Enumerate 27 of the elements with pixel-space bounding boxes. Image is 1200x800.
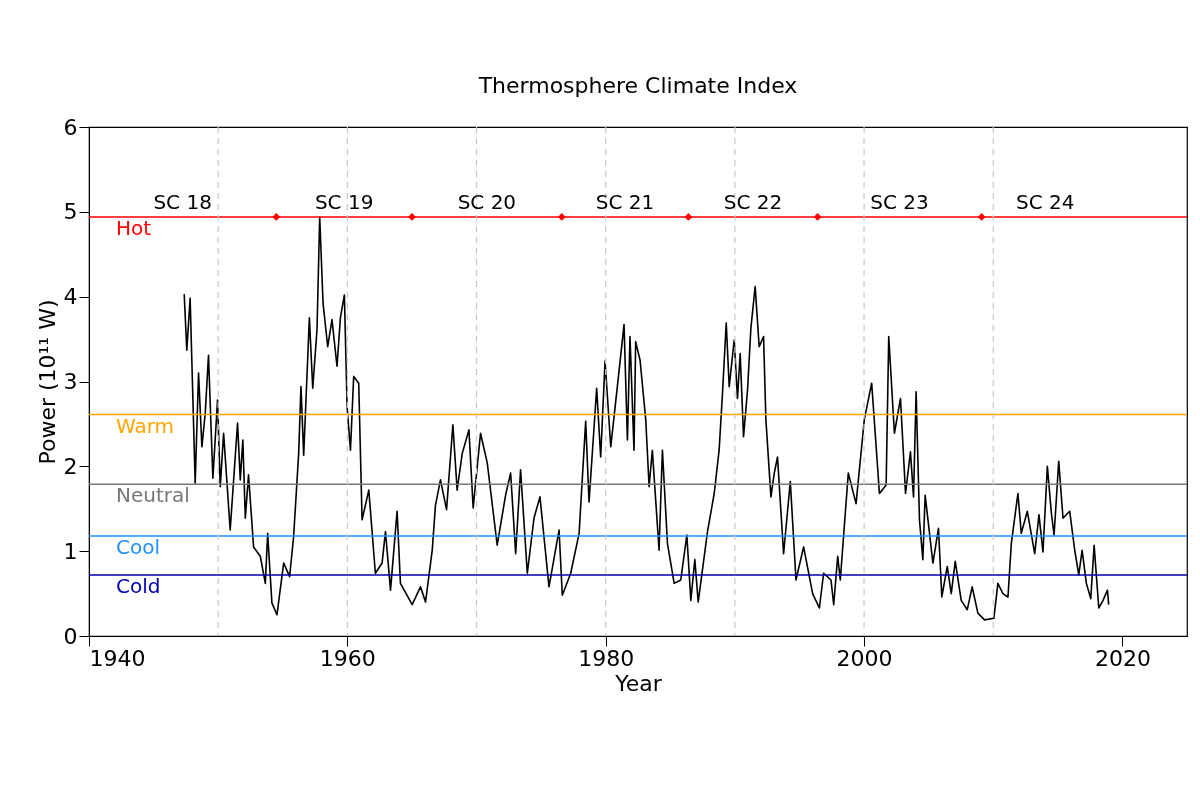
chart-title: Thermosphere Climate Index (477, 73, 798, 98)
x-tick-label: 1980 (578, 645, 635, 671)
y-tick-label: 2 (63, 453, 78, 479)
ref-line-label: Warm (116, 413, 175, 438)
annotation: SC 19 (314, 189, 374, 214)
y-tick-label: 1 (63, 538, 78, 564)
ref-line-label: Hot (116, 215, 152, 240)
y-tick-label: 5 (63, 199, 78, 225)
y-tick-label: 0 (63, 623, 78, 649)
annotation: SC 22 (723, 189, 783, 214)
y-axis-title: Power (10¹¹ W) (34, 299, 60, 465)
y-tick-label: 6 (63, 114, 78, 140)
ref-line-label: Neutral (116, 483, 190, 508)
annotation: SC 20 (457, 189, 517, 214)
y-tick-label: 3 (63, 369, 78, 394)
x-tick-label: 1960 (319, 645, 376, 671)
annotation: SC 21 (595, 189, 655, 214)
annotation: SC 18 (153, 189, 212, 214)
annotation: SC 23 (870, 189, 929, 214)
annotation: SC 24 (1015, 189, 1075, 214)
ref-line-label: Cold (116, 573, 161, 598)
y-tick-label: 4 (63, 284, 78, 310)
x-tick-label: 2020 (1094, 645, 1151, 671)
ref-line-label: Cool (116, 534, 160, 559)
x-tick-label: 2000 (836, 645, 893, 671)
x-axis-title: Year (614, 670, 663, 696)
x-tick-label: 1940 (89, 645, 146, 671)
